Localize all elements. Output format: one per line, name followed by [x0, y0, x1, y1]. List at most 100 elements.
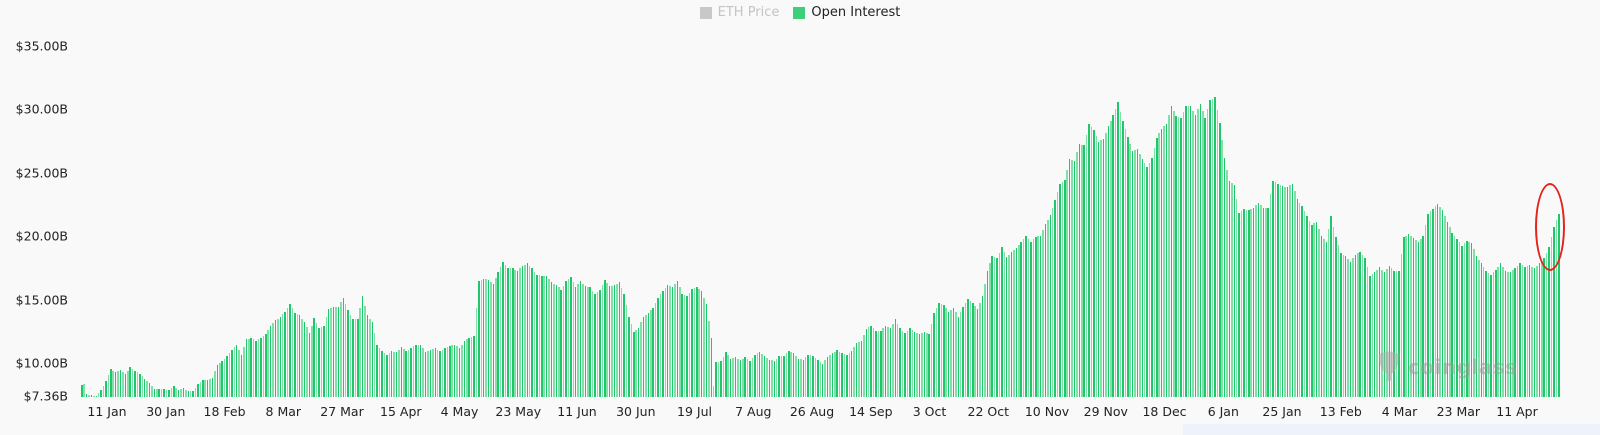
oi-bar[interactable]	[1342, 254, 1345, 397]
oi-bar[interactable]	[1485, 271, 1487, 397]
oi-bar[interactable]	[652, 307, 654, 397]
oi-bar[interactable]	[1231, 182, 1233, 397]
oi-bar[interactable]	[504, 265, 507, 397]
oi-bar[interactable]	[746, 359, 749, 397]
oi-bar[interactable]	[267, 329, 269, 397]
oi-bar[interactable]	[826, 357, 829, 397]
oi-bar[interactable]	[507, 268, 509, 397]
oi-bar[interactable]	[303, 321, 306, 397]
oi-bar[interactable]	[1403, 236, 1405, 397]
oi-bar[interactable]	[1480, 263, 1483, 397]
oi-bar[interactable]	[315, 322, 318, 397]
oi-bar[interactable]	[427, 350, 429, 397]
oi-bar[interactable]	[662, 291, 664, 397]
oi-bar[interactable]	[1405, 235, 1407, 397]
oi-bar[interactable]	[858, 342, 860, 397]
oi-bar[interactable]	[780, 355, 783, 397]
oi-bar[interactable]	[158, 388, 160, 397]
oi-bar[interactable]	[763, 355, 766, 397]
oi-bar[interactable]	[1291, 183, 1294, 397]
oi-bar[interactable]	[1090, 127, 1093, 397]
oi-bar[interactable]	[187, 391, 190, 397]
oi-bar[interactable]	[1018, 245, 1020, 397]
oi-bar[interactable]	[1553, 226, 1555, 397]
oi-bar[interactable]	[1088, 123, 1090, 397]
oi-bar[interactable]	[838, 351, 841, 397]
oi-bar[interactable]	[889, 328, 892, 397]
oi-bar[interactable]	[381, 350, 383, 397]
oi-bar[interactable]	[131, 369, 134, 397]
oi-bar[interactable]	[274, 320, 277, 397]
oi-bar[interactable]	[461, 344, 463, 397]
oi-bar[interactable]	[1439, 206, 1441, 397]
oi-bar[interactable]	[156, 388, 158, 397]
oi-bar[interactable]	[1344, 255, 1347, 397]
oi-bar[interactable]	[664, 288, 667, 397]
oi-bar[interactable]	[703, 297, 705, 397]
oi-bar[interactable]	[189, 391, 192, 397]
oi-bar[interactable]	[1424, 224, 1427, 397]
oi-bar[interactable]	[1327, 229, 1330, 397]
oi-bar[interactable]	[1516, 265, 1519, 397]
oi-bar[interactable]	[1407, 234, 1410, 397]
oi-bar[interactable]	[884, 325, 887, 397]
oi-bar[interactable]	[882, 328, 884, 397]
oi-bar[interactable]	[260, 338, 262, 397]
oi-bar[interactable]	[1001, 246, 1003, 397]
oi-bar[interactable]	[1110, 120, 1112, 397]
oi-bar[interactable]	[1180, 117, 1182, 397]
oi-bar[interactable]	[344, 303, 347, 397]
oi-bar[interactable]	[686, 296, 688, 397]
oi-bar[interactable]	[407, 349, 410, 397]
oi-bar[interactable]	[712, 386, 715, 397]
oi-bar[interactable]	[807, 354, 809, 397]
oi-bar[interactable]	[1030, 241, 1032, 397]
oi-bar[interactable]	[482, 278, 485, 397]
oi-bar[interactable]	[1533, 268, 1536, 397]
oi-bar[interactable]	[1240, 210, 1243, 397]
oi-bar[interactable]	[495, 277, 497, 397]
oi-bar[interactable]	[383, 352, 386, 397]
oi-bar[interactable]	[795, 355, 797, 397]
oi-bar[interactable]	[933, 312, 935, 397]
oi-bar[interactable]	[1543, 258, 1545, 397]
oi-bar[interactable]	[1507, 271, 1509, 397]
oi-bar[interactable]	[814, 357, 817, 397]
oi-bar[interactable]	[1545, 252, 1548, 397]
oi-bar[interactable]	[1168, 115, 1170, 397]
oi-bar[interactable]	[536, 274, 538, 397]
oi-bar[interactable]	[143, 378, 146, 397]
oi-bar[interactable]	[451, 345, 453, 397]
oi-bar[interactable]	[492, 283, 495, 397]
oi-bar[interactable]	[1465, 240, 1468, 397]
oi-bar[interactable]	[916, 333, 918, 397]
oi-bar[interactable]	[1214, 97, 1216, 397]
oi-bar[interactable]	[737, 358, 739, 397]
oi-bar[interactable]	[1284, 186, 1286, 397]
oi-bar[interactable]	[1151, 158, 1153, 397]
oi-bar[interactable]	[1047, 219, 1049, 397]
oi-bar[interactable]	[986, 271, 989, 397]
oi-bar[interactable]	[1003, 251, 1006, 397]
oi-bar[interactable]	[163, 389, 165, 397]
oi-bar[interactable]	[1141, 159, 1144, 397]
oi-bar[interactable]	[785, 353, 788, 397]
oi-bar[interactable]	[1422, 235, 1424, 397]
oi-bar[interactable]	[349, 314, 352, 397]
oi-bar[interactable]	[967, 298, 969, 397]
oi-bar[interactable]	[654, 302, 657, 397]
oi-bar[interactable]	[81, 385, 83, 397]
oi-bar[interactable]	[1221, 140, 1223, 397]
oi-bar[interactable]	[1037, 236, 1039, 397]
oi-bar[interactable]	[645, 314, 647, 397]
oi-bar[interactable]	[1524, 267, 1526, 397]
oi-bar[interactable]	[1112, 115, 1114, 397]
oi-bar[interactable]	[582, 283, 584, 397]
oi-bar[interactable]	[635, 329, 637, 397]
oi-bar[interactable]	[901, 330, 904, 397]
oi-bar[interactable]	[819, 361, 822, 397]
oi-bar[interactable]	[1490, 274, 1492, 397]
oi-bar[interactable]	[800, 359, 802, 397]
oi-bar[interactable]	[1071, 160, 1073, 397]
oi-bar[interactable]	[570, 277, 572, 397]
